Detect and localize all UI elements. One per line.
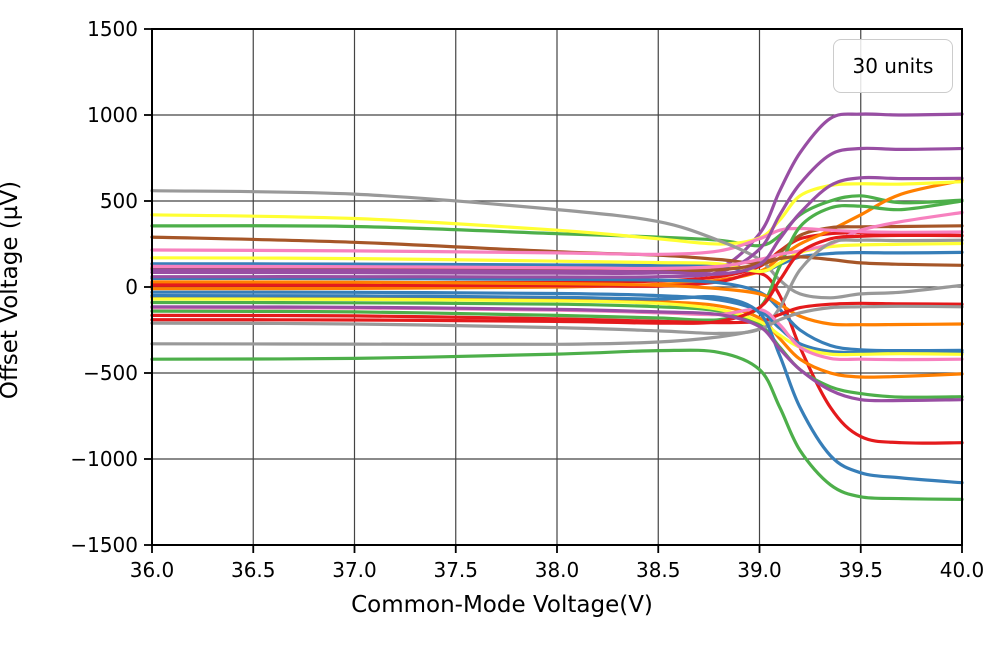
y-tick-label: 1500 [87,17,138,41]
x-tick-label: 39.5 [838,558,883,582]
y-tick-label: 500 [100,189,138,213]
x-axis-label: Common-Mode Voltage(V) [351,592,653,618]
series-line-unit-27 [150,233,964,325]
x-tick-label: 40.0 [940,558,985,582]
series-line-unit-22 [150,175,964,276]
series-line-unit-04 [150,112,964,276]
series-line-unit-30 [150,305,964,403]
series-line-unit-14 [150,280,964,327]
series-group [150,112,964,501]
x-tick-label: 37.0 [332,558,377,582]
legend-label: 30 units [852,54,934,78]
y-tick-label: −1500 [70,533,138,557]
legend-box: 30 units [833,39,953,93]
series-line-unit-21 [150,300,964,399]
y-tick-label: −500 [83,361,138,385]
series-line-unit-09 [150,189,964,300]
series-line-unit-24 [150,297,964,357]
series-line-unit-10 [150,271,964,445]
series-line-unit-28 [150,294,964,485]
y-tick-label: −1000 [70,447,138,471]
series-line-unit-16 [150,255,964,273]
series-line-unit-13 [150,146,964,279]
series-line-unit-17 [150,210,964,271]
y-tick-label: 1000 [87,103,138,127]
y-axis-label: Offset Voltage (µV) [0,180,23,400]
series-line-unit-29 [150,348,964,501]
x-tick-label: 38.5 [636,558,681,582]
x-tick-label: 37.5 [433,558,478,582]
x-tick-label: 36.5 [231,558,276,582]
series-line-unit-26 [150,304,964,347]
x-tick-label: 39.0 [737,558,782,582]
x-tick-label: 38.0 [535,558,580,582]
y-tick-label: 0 [125,275,138,299]
series-line-unit-11 [150,276,964,353]
x-tick-label: 36.0 [130,558,175,582]
